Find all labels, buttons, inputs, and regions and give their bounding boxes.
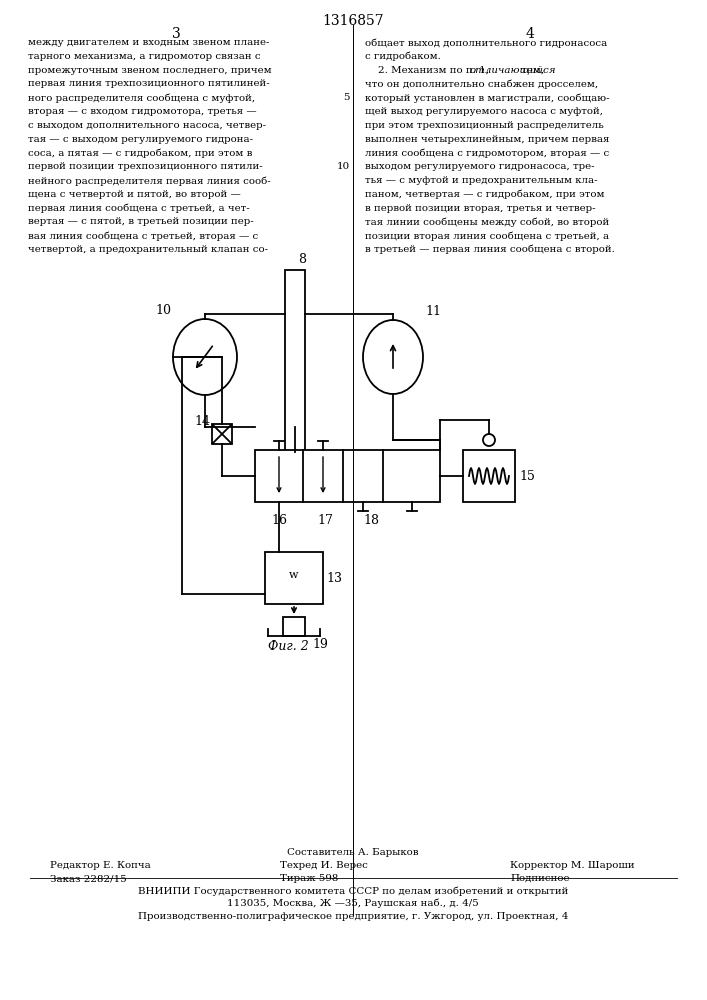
Text: между двигателем и входным звеном плане-: между двигателем и входным звеном плане- — [28, 38, 269, 47]
Text: соса, а пятая — с гидробаком, при этом в: соса, а пятая — с гидробаком, при этом в — [28, 148, 252, 158]
Text: вертая — с пятой, в третьей позиции пер-: вертая — с пятой, в третьей позиции пер- — [28, 217, 254, 226]
Text: в третьей — первая линия сообщена с второй.: в третьей — первая линия сообщена с втор… — [365, 245, 615, 254]
Text: Фиг. 2: Фиг. 2 — [268, 640, 309, 653]
Text: тарного механизма, а гидромотор связан с: тарного механизма, а гидромотор связан с — [28, 52, 261, 61]
Text: с гидробаком.: с гидробаком. — [365, 52, 441, 61]
Text: паном, четвертая — с гидробаком, при этом: паном, четвертая — с гидробаком, при это… — [365, 190, 604, 199]
Text: Тираж 598: Тираж 598 — [280, 874, 339, 883]
Text: Редактор Е. Копча: Редактор Е. Копча — [50, 861, 151, 870]
Text: первая линия сообщена с третьей, а чет-: первая линия сообщена с третьей, а чет- — [28, 204, 250, 213]
Text: 4: 4 — [525, 27, 534, 41]
Text: 15: 15 — [519, 470, 535, 483]
Text: 14: 14 — [194, 415, 210, 428]
Text: ного распределителя сообщена с муфтой,: ного распределителя сообщена с муфтой, — [28, 93, 255, 103]
Text: Техред И. Верес: Техред И. Верес — [280, 861, 368, 870]
Bar — [212, 424, 232, 444]
Text: промежуточным звеном последнего, причем: промежуточным звеном последнего, причем — [28, 66, 271, 75]
Text: в первой позиции вторая, третья и четвер-: в первой позиции вторая, третья и четвер… — [365, 204, 595, 213]
Text: что он дополнительно снабжен дросселем,: что он дополнительно снабжен дросселем, — [365, 79, 598, 89]
Text: 19: 19 — [312, 638, 328, 651]
Text: 2. Механизм по п. 1,: 2. Механизм по п. 1, — [365, 66, 492, 75]
Text: ВНИИПИ Государственного комитета СССР по делам изобретений и открытий: ВНИИПИ Государственного комитета СССР по… — [138, 886, 568, 896]
Text: вторая — с входом гидромотора, третья —: вторая — с входом гидромотора, третья — — [28, 107, 257, 116]
Text: 11: 11 — [425, 305, 441, 318]
Text: w: w — [289, 570, 299, 580]
Text: Подписное: Подписное — [510, 874, 570, 883]
Text: с выходом дополнительного насоса, четвер-: с выходом дополнительного насоса, четвер… — [28, 121, 266, 130]
Text: 1316857: 1316857 — [322, 14, 384, 28]
Text: отличающийся: отличающийся — [469, 66, 556, 75]
Text: 10: 10 — [337, 162, 350, 171]
Text: 13: 13 — [326, 572, 342, 584]
Text: 5: 5 — [344, 93, 350, 102]
Text: при этом трехпозиционный распределитель: при этом трехпозиционный распределитель — [365, 121, 604, 130]
Bar — [285, 270, 305, 452]
Text: первая линия трехпозиционного пятилиней-: первая линия трехпозиционного пятилиней- — [28, 79, 270, 88]
Text: Заказ 2282/15: Заказ 2282/15 — [50, 874, 127, 883]
Text: 10: 10 — [155, 304, 171, 317]
Text: Составитель А. Барыков: Составитель А. Барыков — [287, 848, 419, 857]
Text: 113035, Москва, Ж —35, Раушская наб., д. 4/5: 113035, Москва, Ж —35, Раушская наб., д.… — [227, 899, 479, 908]
Text: который установлен в магистрали, сообщаю-: который установлен в магистрали, сообщаю… — [365, 93, 609, 103]
Text: позиции вторая линия сообщена с третьей, а: позиции вторая линия сообщена с третьей,… — [365, 231, 609, 241]
Text: вая линия сообщена с третьей, вторая — с: вая линия сообщена с третьей, вторая — с — [28, 231, 258, 241]
Text: 18: 18 — [363, 514, 379, 527]
Text: 16: 16 — [271, 514, 287, 527]
Bar — [265, 552, 323, 604]
Text: тая линии сообщены между собой, во второй: тая линии сообщены между собой, во второ… — [365, 217, 609, 227]
Text: нейного распределителя первая линия сооб-: нейного распределителя первая линия сооб… — [28, 176, 271, 186]
Text: тья — с муфтой и предохранительным кла-: тья — с муфтой и предохранительным кла- — [365, 176, 597, 185]
Text: выполнен четырехлинейным, причем первая: выполнен четырехлинейным, причем первая — [365, 135, 609, 144]
Text: 8: 8 — [298, 253, 306, 266]
Text: Корректор М. Шароши: Корректор М. Шароши — [510, 861, 635, 870]
Text: Производственно-полиграфическое предприятие, г. Ужгород, ул. Проектная, 4: Производственно-полиграфическое предприя… — [138, 912, 568, 921]
Bar — [463, 450, 515, 502]
Text: тая — с выходом регулируемого гидрона-: тая — с выходом регулируемого гидрона- — [28, 135, 253, 144]
Bar — [283, 617, 305, 636]
Text: выходом регулируемого гидронасоса, тре-: выходом регулируемого гидронасоса, тре- — [365, 162, 595, 171]
Text: щей выход регулируемого насоса с муфтой,: щей выход регулируемого насоса с муфтой, — [365, 107, 603, 116]
Text: четвертой, а предохранительный клапан со-: четвертой, а предохранительный клапан со… — [28, 245, 268, 254]
Text: щена с четвертой и пятой, во второй —: щена с четвертой и пятой, во второй — — [28, 190, 241, 199]
Bar — [255, 450, 440, 502]
Text: тем,: тем, — [518, 66, 544, 75]
Text: 3: 3 — [172, 27, 180, 41]
Text: линия сообщена с гидромотором, вторая — с: линия сообщена с гидромотором, вторая — … — [365, 148, 609, 158]
Text: 17: 17 — [317, 514, 333, 527]
Text: общает выход дополнительного гидронасоса: общает выход дополнительного гидронасоса — [365, 38, 607, 47]
Text: первой позиции трехпозиционного пятили-: первой позиции трехпозиционного пятили- — [28, 162, 263, 171]
